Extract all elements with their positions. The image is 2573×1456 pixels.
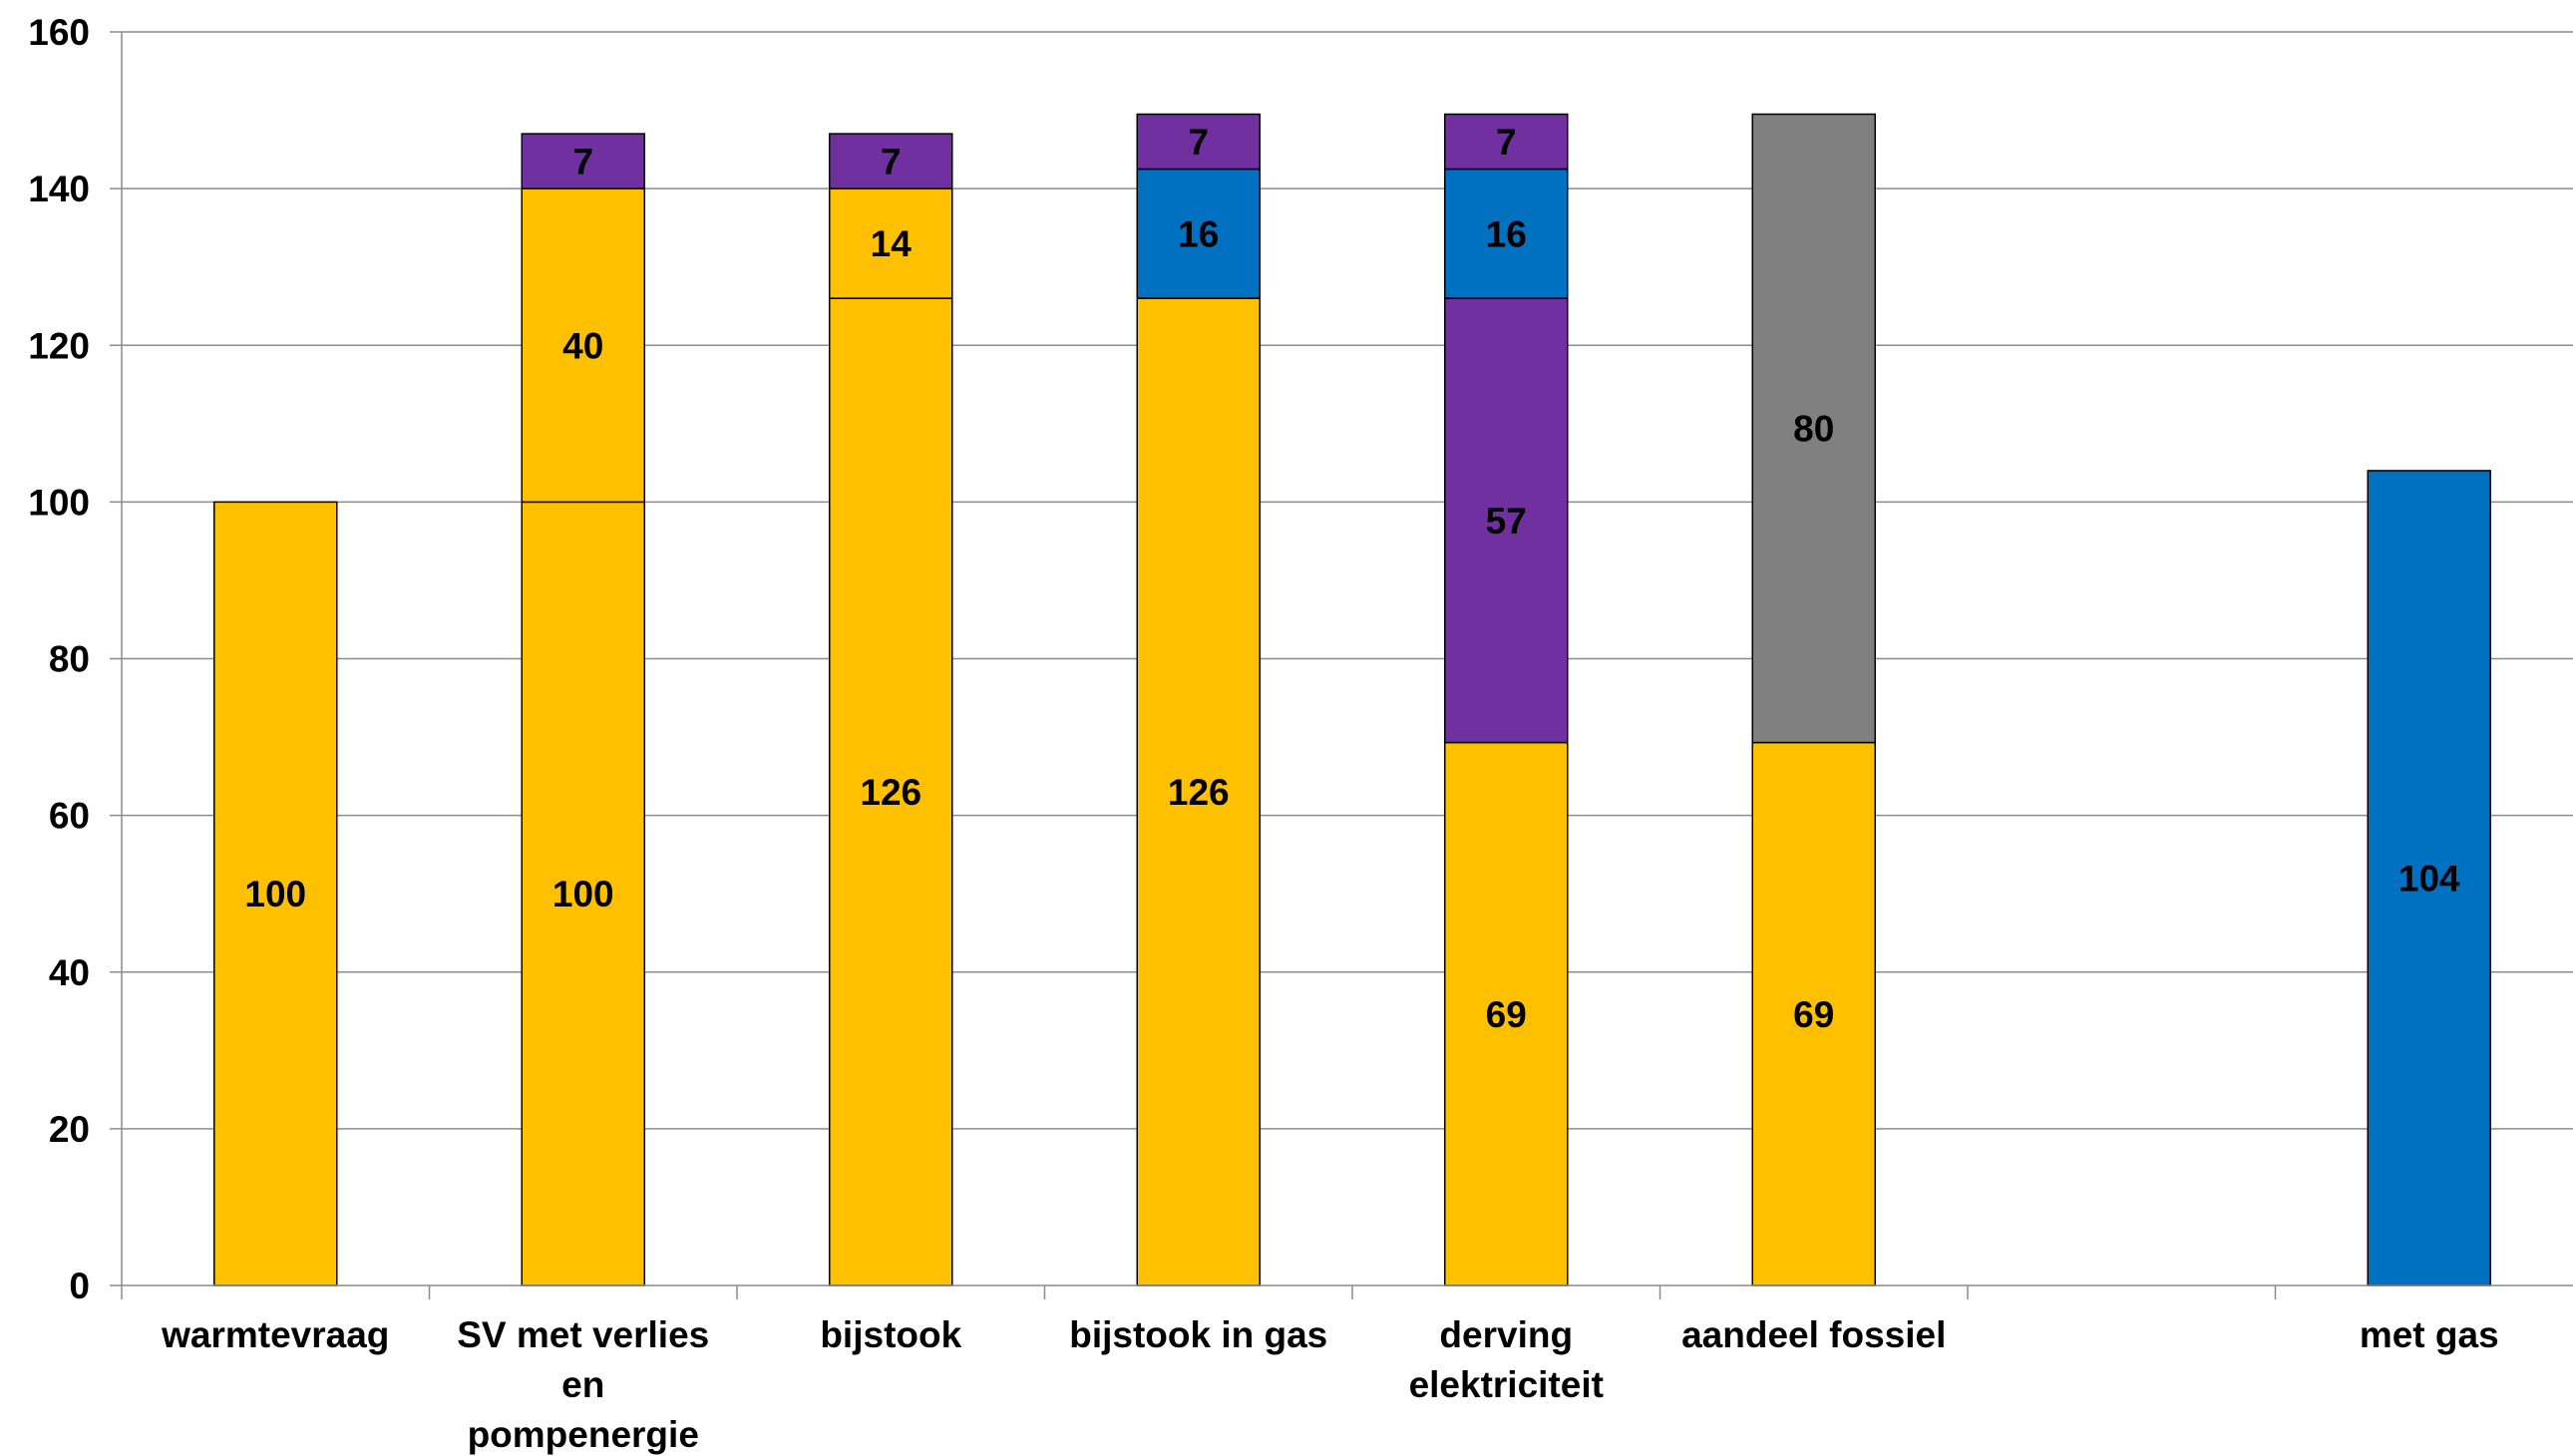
- data-label: 7: [1496, 122, 1517, 163]
- data-label: 126: [1168, 772, 1230, 813]
- data-label: 7: [881, 142, 902, 182]
- y-tick-label: 100: [28, 482, 90, 523]
- x-category-label: elektriciteit: [1409, 1364, 1604, 1405]
- data-label: 100: [552, 874, 614, 914]
- data-label: 69: [1486, 994, 1527, 1035]
- x-category-label: en: [561, 1364, 604, 1405]
- y-tick-label: 20: [49, 1109, 90, 1150]
- x-category-label: bijstook: [820, 1314, 961, 1355]
- bar-segment: [213, 501, 338, 1286]
- x-category-label: warmtevraag: [161, 1314, 389, 1355]
- y-tick-label: 0: [69, 1266, 90, 1306]
- x-category-label: pompenergie: [468, 1414, 699, 1455]
- y-tick-label: 80: [49, 639, 90, 680]
- y-tick-label: 160: [28, 12, 90, 53]
- y-tick-label: 60: [49, 796, 90, 837]
- bar-segment: [1444, 168, 1569, 299]
- bar-segment: [829, 133, 953, 189]
- data-label: 80: [1793, 409, 1834, 450]
- data-label: 14: [871, 223, 913, 264]
- data-label: 16: [1178, 213, 1219, 254]
- data-label: 57: [1486, 501, 1527, 542]
- bars: 100 100 40 7 126 14 7 126 16 7 69 57 16 7 69 80 104: [213, 113, 2491, 1286]
- y-axis: 0 20 40 60 80 100 120 140 160: [28, 12, 123, 1306]
- x-category-label: aandeel fossiel: [1681, 1314, 1946, 1355]
- gridlines: [122, 31, 2573, 1130]
- data-label: 40: [562, 325, 603, 366]
- bar-segment: [1751, 741, 1876, 1286]
- bar-segment: [1751, 113, 1876, 744]
- bar-segment: [829, 297, 953, 1286]
- bar-segment: [521, 133, 645, 189]
- bar-segment: [1136, 297, 1261, 1286]
- bar-segment: [829, 187, 953, 299]
- y-tick-label: 40: [49, 952, 90, 993]
- x-category-label: derving: [1439, 1314, 1573, 1355]
- data-label: 100: [244, 874, 306, 914]
- data-label: 7: [1188, 122, 1209, 163]
- x-category-label: SV met verlies: [457, 1314, 709, 1355]
- data-label: 7: [572, 142, 593, 182]
- bar-segment: [1444, 741, 1569, 1286]
- data-label: 16: [1486, 213, 1527, 254]
- x-category-label: bijstook in gas: [1069, 1314, 1327, 1355]
- bar-segment: [2367, 470, 2491, 1286]
- bar-segment: [1136, 113, 1261, 171]
- bar-segment: [1136, 168, 1261, 299]
- x-axis: warmtevraag SV met verlies en pompenergie bi…: [121, 1284, 2573, 1455]
- data-label: 69: [1793, 994, 1834, 1035]
- x-category-label: met gas: [2360, 1314, 2499, 1355]
- y-tick-label: 120: [28, 325, 90, 366]
- bar-segment: [1444, 113, 1569, 171]
- data-label: 126: [860, 772, 921, 813]
- y-tick-label: 140: [28, 169, 90, 209]
- bar-segment: [1444, 297, 1569, 744]
- data-label: 104: [2398, 858, 2460, 899]
